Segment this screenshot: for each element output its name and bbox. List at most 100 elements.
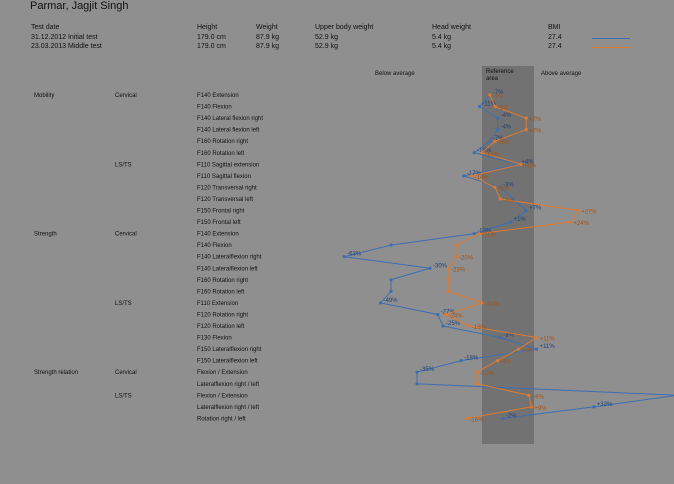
zone-reference-area-2: area	[486, 76, 499, 82]
zone-below-average: Below average	[375, 71, 415, 77]
data-label: -4%	[501, 360, 512, 366]
data-point	[389, 243, 393, 247]
zone-above-average: Above average	[541, 71, 582, 77]
data-label: +11%	[540, 337, 556, 343]
row-group-label: Mobility	[34, 93, 54, 99]
row-region-label: Cervical	[115, 232, 137, 238]
data-label: -5%	[498, 140, 509, 146]
data-label: +8%	[532, 394, 545, 400]
data-label: -5%	[498, 186, 509, 192]
data-label: +24%	[573, 221, 589, 227]
row-test-label: F150 Lateralflexion left	[197, 359, 258, 365]
col-head-weight: Head weight	[432, 24, 471, 31]
data-point	[592, 405, 596, 409]
col-test-date: Test date	[31, 24, 60, 31]
data-label: -20%	[459, 256, 474, 262]
data-point	[441, 324, 445, 328]
row2-weight: 87.9 kg	[256, 43, 279, 50]
data-point	[470, 174, 474, 178]
data-point	[480, 151, 484, 155]
data-point	[498, 185, 502, 189]
row-test-label: Flexion / Extension	[197, 370, 248, 376]
data-label: -24%	[449, 313, 464, 319]
data-point	[576, 208, 580, 213]
data-point	[527, 393, 531, 397]
data-label: -7%	[493, 94, 504, 100]
patient-name: Parmar, Jagjit Singh	[30, 0, 129, 12]
data-label: -14%	[475, 175, 490, 181]
data-label: -5%	[498, 106, 509, 112]
data-label: -4%	[501, 113, 512, 119]
data-point	[509, 220, 513, 224]
data-label: -49%	[384, 298, 399, 304]
data-label: -7%	[493, 136, 504, 142]
data-point	[472, 232, 476, 236]
data-point	[477, 232, 481, 236]
data-point	[501, 416, 505, 420]
data-label: -15%	[472, 325, 487, 331]
data-point	[475, 370, 479, 374]
data-point	[519, 162, 523, 166]
data-point	[446, 266, 450, 270]
data-label: -16%	[469, 417, 484, 423]
data-label: -2%	[506, 413, 517, 419]
data-point	[488, 139, 492, 143]
data-label: -27%	[441, 309, 456, 315]
data-label: -10%	[485, 152, 500, 158]
zone-reference-area: Reference	[486, 69, 514, 75]
row-test-label: F150 Lateralflexion right	[197, 347, 262, 353]
data-point	[342, 255, 346, 259]
row-group-label: Strength relation	[34, 370, 78, 376]
data-point	[467, 324, 471, 328]
data-point	[496, 359, 500, 363]
row1-upper: 52.9 kg	[315, 34, 338, 41]
data-point	[454, 255, 458, 259]
row1-legend-line	[592, 38, 630, 39]
data-label: +7%	[529, 117, 542, 123]
row-test-label: Flexion / Extension	[197, 393, 248, 399]
data-point	[480, 301, 484, 305]
row-test-label: Lateralflexion right / left	[197, 405, 259, 411]
row-test-label: F140 Flexion	[197, 105, 232, 111]
data-label: +11%	[540, 344, 556, 350]
data-point	[454, 243, 458, 247]
data-label: +1%	[514, 217, 527, 223]
row-test-label: F140 Extension	[197, 93, 239, 99]
row2-legend-line	[592, 47, 630, 48]
data-point	[496, 128, 500, 132]
row1-bmi: 27.4	[548, 34, 562, 41]
data-label: -25%	[446, 321, 461, 327]
data-label: +5%	[524, 163, 537, 169]
data-label: -18%	[464, 356, 479, 362]
data-point	[535, 347, 539, 351]
row2-upper: 52.9 kg	[315, 43, 338, 50]
data-point	[389, 289, 393, 293]
row1-date: 31.12.2012 Initial test	[31, 34, 98, 41]
data-point	[475, 382, 479, 386]
row-region-label: LS/TS	[115, 301, 132, 307]
data-point	[446, 278, 450, 282]
data-point	[493, 139, 497, 143]
data-point	[498, 197, 502, 201]
data-label: -11%	[482, 102, 496, 108]
data-point	[477, 104, 481, 109]
row-region-label: Cervical	[115, 370, 137, 376]
row-test-label: F110 Sagittal flexion	[197, 174, 251, 180]
row-test-label: F140 Lateral flexion right	[197, 116, 263, 122]
data-label: -30%	[433, 263, 448, 269]
data-label: -35%	[420, 367, 435, 373]
row-test-label: F140 Extension	[197, 232, 239, 238]
data-point	[459, 359, 463, 363]
row-test-label: F110 Extension	[197, 301, 238, 307]
data-label: +7%	[529, 129, 542, 135]
data-point	[415, 382, 419, 386]
row-test-label: F150 Frontal right	[197, 209, 245, 215]
col-bmi: BMI	[548, 24, 561, 31]
data-label: -17%	[467, 171, 482, 177]
data-point	[493, 104, 497, 109]
data-point	[379, 301, 383, 305]
row-test-label: F120 Transversal left	[197, 197, 253, 203]
data-point	[524, 128, 528, 132]
data-label: -10%	[485, 302, 500, 308]
data-label: -3%	[503, 333, 514, 339]
